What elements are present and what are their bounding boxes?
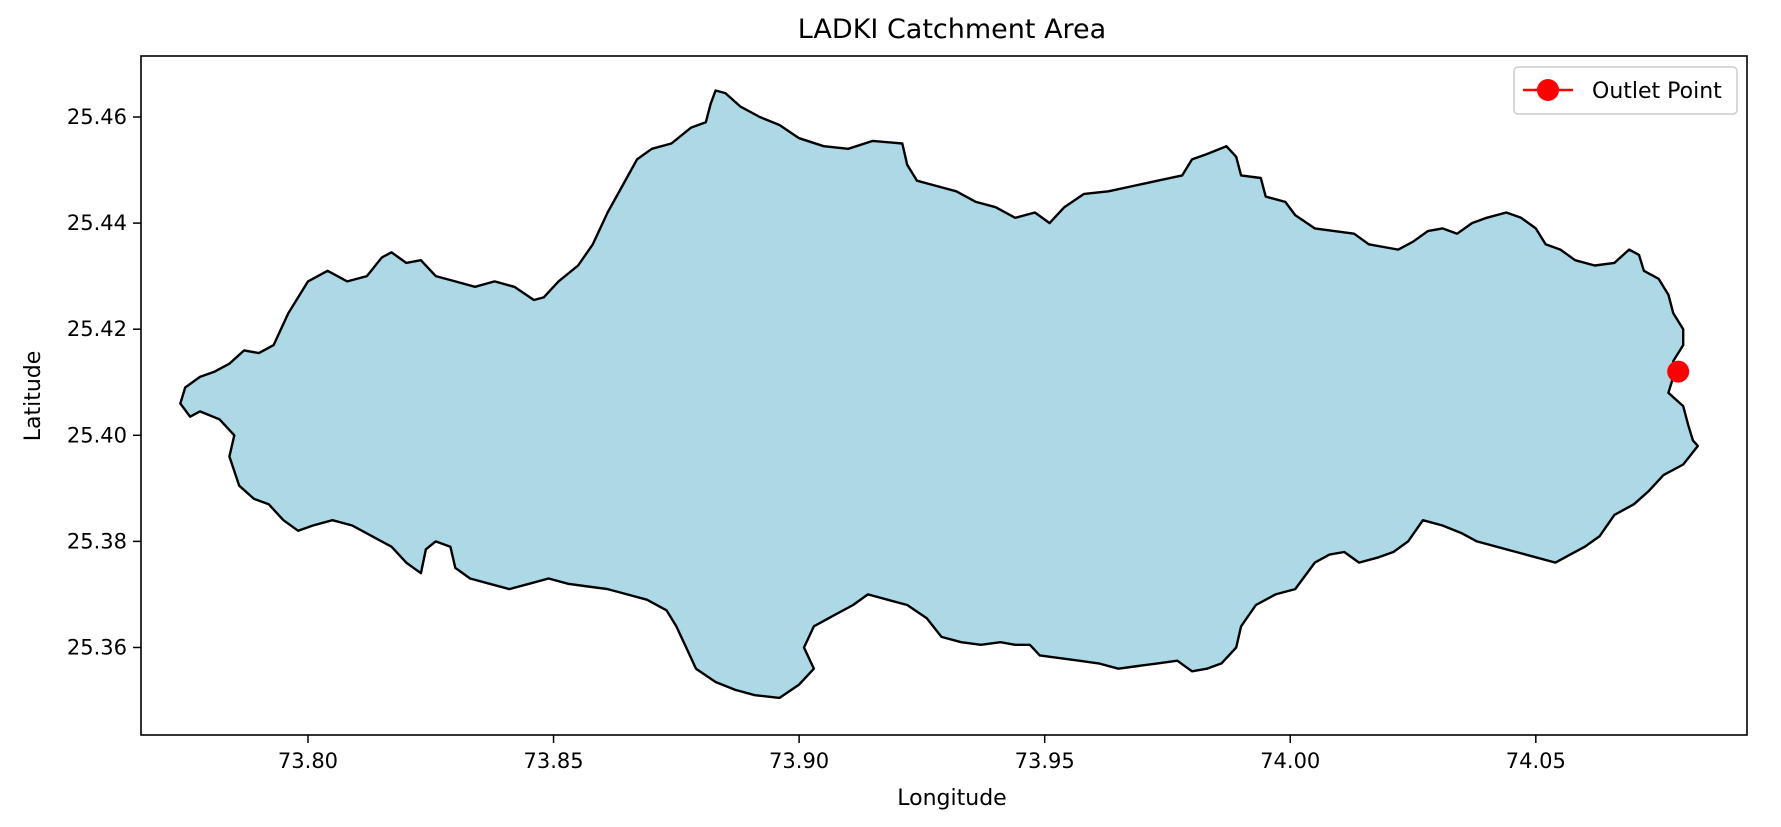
y-axis-label: Latitude [21, 351, 46, 442]
legend-label-outlet-point: Outlet Point [1592, 79, 1722, 104]
catchment-polygon [179, 89, 1700, 700]
x-axis-ticks: 73.80 73.85 73.90 73.95 74.00 74.05 [278, 735, 1566, 773]
x-tick-label: 74.00 [1260, 749, 1320, 773]
axes-frame [140, 55, 1748, 736]
y-tick-label: 25.36 [67, 635, 127, 659]
legend: Outlet Point [1513, 66, 1738, 115]
x-tick-label: 74.05 [1506, 749, 1566, 773]
legend-box [1513, 66, 1738, 115]
y-tick-label: 25.46 [67, 105, 127, 129]
legend-marker [1537, 79, 1559, 101]
outlet-point-marker [1667, 360, 1690, 383]
y-tick-label: 25.40 [67, 423, 127, 447]
y-axis-ticks: 25.36 25.38 25.40 25.42 25.44 25.46 [67, 105, 141, 659]
x-tick-label: 73.80 [278, 749, 338, 773]
map-title: LADKI Catchment Area [798, 14, 1106, 45]
x-tick-label: 73.95 [1015, 749, 1075, 773]
y-tick-label: 25.42 [67, 317, 127, 341]
x-tick-label: 73.90 [769, 749, 829, 773]
x-tick-label: 73.85 [523, 749, 583, 773]
y-tick-label: 25.44 [67, 211, 127, 235]
y-tick-label: 25.38 [67, 529, 127, 553]
x-axis-label: Longitude [897, 786, 1006, 811]
plot-area [140, 55, 1748, 736]
